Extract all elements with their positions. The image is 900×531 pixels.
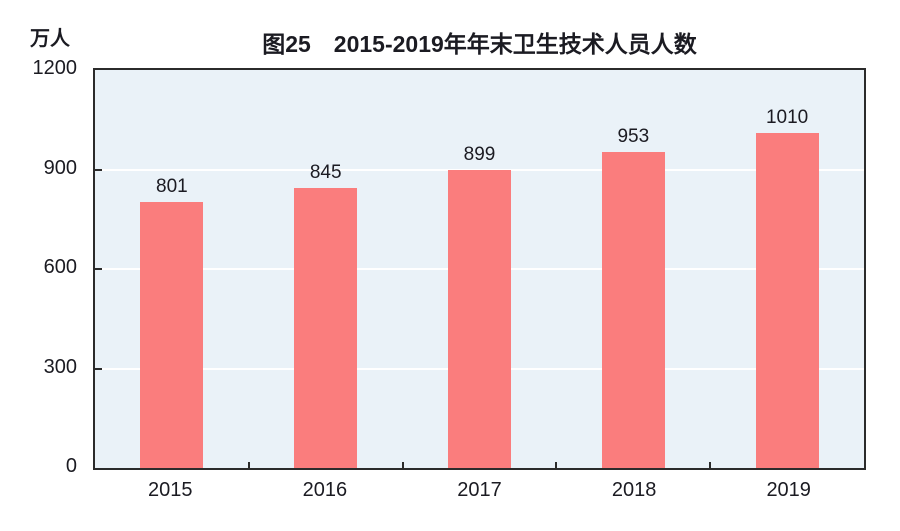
bar-2018 bbox=[601, 151, 665, 468]
y-axis-tick-label: 1200 bbox=[32, 57, 78, 79]
y-axis: 0 300 600 900 1200 bbox=[0, 58, 85, 476]
chart-title: 图25 2015-2019年年末卫生技术人员人数 bbox=[262, 31, 697, 57]
x-axis-tick-label: 2017 bbox=[457, 479, 502, 501]
x-axis-tick-label: 2018 bbox=[611, 479, 657, 501]
x-axis-tick-label: 2019 bbox=[766, 479, 811, 501]
y-axis-unit-label: 万人 bbox=[30, 28, 70, 50]
x-axis-tick-mark bbox=[247, 462, 250, 468]
y-axis-tick-label: 600 bbox=[43, 256, 77, 278]
y-axis-tick-mark bbox=[95, 168, 102, 171]
x-axis: 2015 2016 2017 2018 2019 bbox=[93, 478, 866, 504]
bar-value-label: 801 bbox=[156, 176, 188, 198]
bar-2016 bbox=[294, 187, 358, 468]
bar-value-label: 899 bbox=[463, 143, 496, 165]
y-axis-tick-mark bbox=[95, 367, 102, 370]
gridline bbox=[95, 168, 864, 171]
y-axis-tick-label: 0 bbox=[65, 455, 77, 477]
x-axis-tick-mark bbox=[555, 462, 558, 468]
bar-value-label: 845 bbox=[309, 161, 342, 183]
bar-2015 bbox=[140, 202, 204, 468]
bar-2019 bbox=[755, 133, 819, 468]
plot-area: 801 845 899 953 1010 bbox=[93, 68, 866, 470]
x-axis-tick-label: 2016 bbox=[302, 479, 348, 501]
bar-value-label: 1010 bbox=[765, 107, 809, 129]
y-axis-tick-label: 300 bbox=[43, 355, 77, 378]
x-axis-tick-label: 2015 bbox=[148, 479, 193, 501]
y-axis-tick-mark bbox=[95, 268, 102, 270]
x-axis-tick-mark bbox=[709, 462, 712, 468]
x-axis-tick-mark bbox=[401, 462, 404, 468]
bar-2017 bbox=[448, 169, 511, 468]
y-axis-tick-label: 900 bbox=[43, 156, 77, 179]
bar-value-label: 953 bbox=[617, 125, 650, 147]
